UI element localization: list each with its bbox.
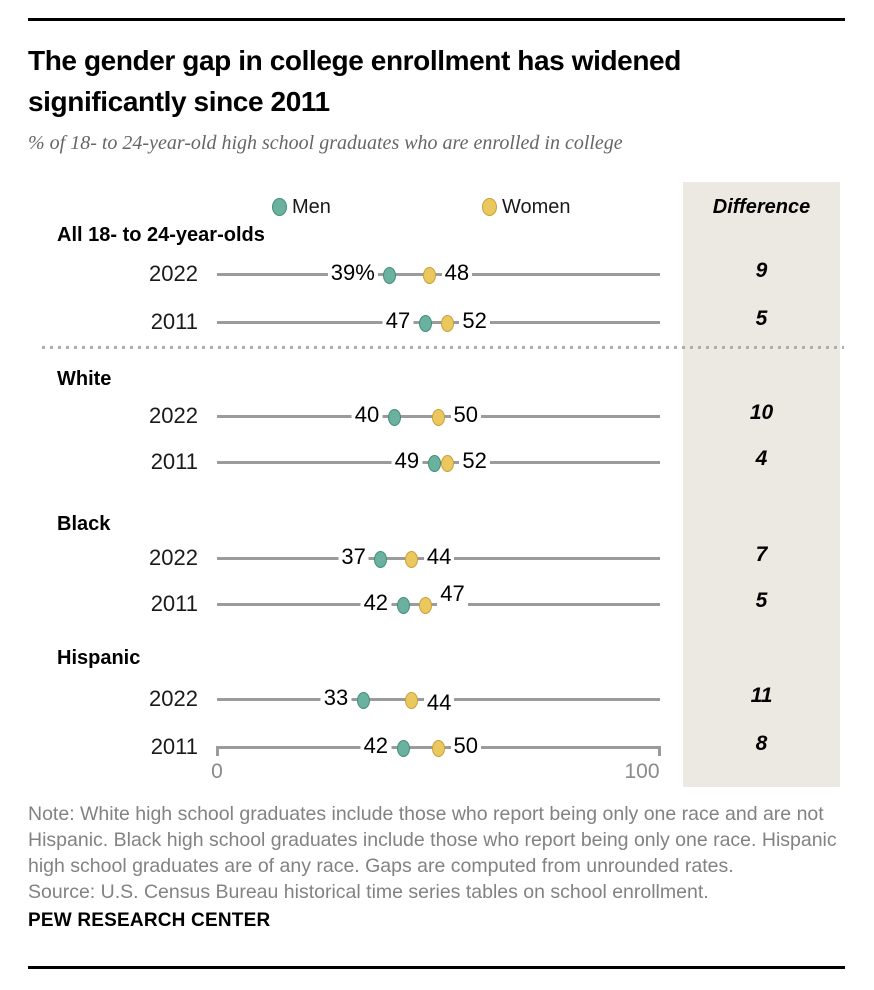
women-value-label: 50 — [450, 733, 481, 759]
difference-column-background — [683, 182, 840, 787]
women-value-label: 44 — [423, 544, 455, 570]
men-dot — [418, 315, 432, 332]
difference-header: Difference — [712, 196, 811, 218]
women-legend-label: Women — [502, 196, 571, 218]
men-legend-dot-icon — [272, 198, 287, 216]
group-label: Hispanic — [57, 647, 141, 669]
women-dot — [423, 267, 437, 284]
note-text: Note: White high school graduates includ… — [28, 803, 837, 877]
men-value-label: 40 — [351, 402, 383, 428]
difference-value: 4 — [755, 447, 768, 470]
chart-subtitle: % of 18- to 24-year-old high school grad… — [28, 132, 623, 154]
men-value-label: 33 — [320, 685, 352, 711]
men-dot — [427, 455, 441, 472]
women-value-label: 50 — [450, 402, 481, 428]
men-dot — [374, 551, 388, 568]
women-dot — [432, 409, 445, 426]
women-dot — [405, 692, 419, 709]
women-value-label: 52 — [459, 308, 490, 334]
women-value-label: 44 — [423, 690, 455, 716]
chart-title: The gender gap in college enrollment has… — [28, 45, 681, 117]
difference-value: 10 — [749, 401, 774, 424]
women-value-label: 47 — [437, 581, 468, 607]
men-value-label: 37 — [338, 544, 369, 570]
year-label: 2022 — [149, 686, 198, 711]
women-dot — [418, 597, 432, 614]
men-value-label: 39% — [327, 260, 378, 286]
women-legend-dot-icon — [482, 198, 497, 216]
group-label: White — [57, 368, 112, 390]
women-value-label: 52 — [459, 448, 490, 474]
axis-max-label: 100 — [624, 760, 660, 783]
group-label: All 18- to 24-year-olds — [57, 224, 265, 246]
women-value-label: 48 — [441, 260, 473, 286]
year-label: 2022 — [149, 261, 198, 286]
footer-brand: PEW RESEARCH CENTER — [28, 910, 271, 931]
row-line — [217, 273, 660, 276]
men-value-label: 42 — [360, 590, 392, 616]
axis-tick-left — [216, 746, 219, 756]
men-dot — [383, 267, 397, 284]
source-text: Source: U.S. Census Bureau historical ti… — [28, 881, 709, 903]
group-label: Black — [57, 513, 111, 535]
difference-value: 5 — [755, 307, 768, 330]
men-value-label: 49 — [391, 448, 423, 474]
difference-value: 7 — [755, 543, 768, 566]
women-dot — [440, 315, 454, 332]
difference-value: 11 — [750, 684, 773, 707]
axis-min-label: 0 — [211, 760, 223, 783]
women-dot — [405, 551, 419, 568]
men-dot — [396, 597, 410, 614]
men-value-label: 42 — [360, 733, 392, 759]
top-rule — [28, 18, 845, 21]
men-dot — [396, 740, 410, 757]
men-value-label: 47 — [382, 308, 414, 334]
difference-value: 8 — [755, 732, 768, 755]
men-dot — [356, 692, 370, 709]
bottom-rule — [28, 966, 845, 969]
year-label: 2022 — [149, 403, 198, 428]
dotted-separator — [42, 346, 844, 349]
difference-value: 5 — [755, 589, 768, 612]
men-legend-label: Men — [292, 196, 331, 218]
difference-value: 9 — [755, 259, 768, 282]
year-label: 2011 — [150, 734, 198, 759]
men-dot — [387, 409, 401, 426]
year-label: 2011 — [150, 309, 198, 334]
note-block: Note: White high school graduates includ… — [28, 801, 842, 905]
row-line — [217, 321, 660, 324]
axis-tick-right — [658, 746, 661, 756]
year-label: 2011 — [150, 591, 198, 616]
year-label: 2022 — [149, 545, 198, 570]
women-dot — [440, 455, 454, 472]
women-dot — [432, 740, 445, 757]
year-label: 2011 — [150, 449, 198, 474]
